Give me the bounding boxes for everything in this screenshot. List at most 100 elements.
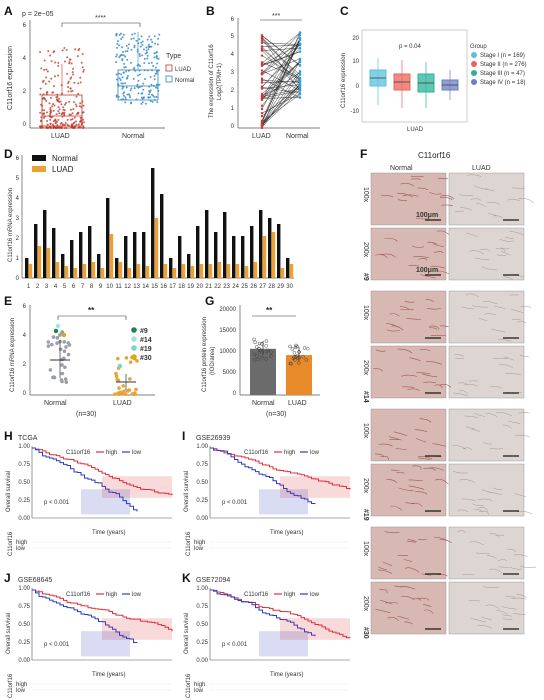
panel-d-xtick: 17: [169, 284, 176, 290]
panel-k: K GSE72094 0.00 0.25 0.50 0.75 1.00 Overall sur…: [182, 571, 351, 698]
panel-a-point-luad: [46, 70, 49, 73]
panel-b-point-luad: [260, 49, 264, 52]
panel-e-sig: **: [88, 306, 95, 315]
panel-g-point: [254, 345, 259, 349]
panel-f-tissue-texture: [496, 610, 508, 615]
panel-e-point-normal: [46, 340, 51, 344]
panel-f-tissue-texture: [502, 614, 513, 617]
panel-a-point-normal: [147, 45, 150, 48]
panel-a-point-luad: [69, 87, 72, 90]
panel-f-tissue-texture: [507, 199, 520, 201]
panel-a-point-normal: [138, 38, 141, 41]
panel-a-point-normal: [137, 86, 140, 89]
panel-d-xtick: 11: [115, 284, 122, 290]
panel-f-tissue-texture: [459, 390, 468, 395]
km-ytick: 0.25: [18, 498, 30, 504]
panel-f-tissue-texture: [473, 185, 488, 190]
panel-f-tissue-texture: [467, 174, 482, 177]
km-legend-high: high: [106, 592, 117, 598]
panel-d-bar-normal: [223, 212, 227, 278]
panel-b-point-luad: [260, 36, 264, 39]
panel-a-point-luad: [78, 47, 81, 50]
panel-b-point-luad: [260, 81, 264, 84]
panel-a-point-normal: [116, 42, 119, 45]
panel-a-point-normal: [140, 41, 143, 44]
panel-a-point-normal: [132, 77, 135, 80]
panel-b-point-normal: [298, 50, 302, 53]
panel-e-point-normal: [51, 335, 56, 339]
panel-a-point-normal: [142, 88, 145, 91]
panel-d-xtick: 9: [99, 284, 103, 290]
panel-e-point-luad: [114, 374, 119, 379]
panel-f-image-normal: [370, 581, 447, 635]
panel-f-tissue-texture: [375, 349, 386, 352]
panel-d-xtick: 20: [196, 284, 203, 290]
panel-d-xtick: 13: [133, 284, 140, 290]
km-pvalue: p < 0.001: [44, 500, 70, 506]
km-ytick: 0.75: [18, 462, 30, 468]
panel-a-ylabel: C11orf16 expression: [7, 46, 14, 110]
panel-d-bar-luad: [253, 262, 258, 278]
panel-e-point-normal: [60, 330, 65, 334]
panel-e-point-normal: [58, 333, 62, 337]
panel-d-bar-normal: [259, 210, 263, 278]
panel-a-point-normal: [120, 38, 123, 41]
panel-f-image-luad: [448, 290, 525, 344]
panel-d-bar-normal: [52, 228, 56, 278]
panel-b-point-luad: [260, 79, 264, 82]
panel-a-point-luad: [74, 120, 77, 123]
panel-e-point-normal: [55, 336, 60, 340]
panel-b-point-luad: [260, 71, 264, 75]
panel-f-tissue-texture: [405, 502, 415, 505]
panel-b-pair-line: [261, 44, 301, 75]
panel-b-point-luad: [260, 87, 264, 90]
panel-f-tissue-texture: [469, 541, 484, 546]
panel-d-bar-luad: [154, 218, 159, 278]
panel-a-point-luad: [54, 121, 57, 124]
panel-f-tissue-texture: [513, 554, 528, 558]
panel-e-legend-item: #30: [140, 355, 152, 362]
panel-a-point-normal: [154, 86, 157, 89]
panel-a-point-normal: [138, 86, 141, 89]
panel-f-tissue-texture: [394, 585, 409, 588]
panel-f-image-normal: [370, 172, 447, 226]
panel-a-point-normal: [133, 44, 136, 47]
panel-d-bar-luad: [127, 268, 132, 278]
panel-a-point-luad: [44, 82, 47, 85]
panel-a-point-normal: [136, 83, 139, 86]
panel-d-xtick: 30: [286, 284, 293, 290]
panel-a-point-luad: [45, 111, 48, 114]
panel-f-tissue-texture: [492, 487, 503, 491]
panel-b-pair-line: [261, 47, 301, 51]
km-pvalue: p < 0.001: [44, 642, 70, 648]
panel-f-tissue-texture: [407, 540, 416, 543]
panel-a-point-normal: [142, 48, 145, 51]
panel-a-point-normal: [126, 76, 129, 79]
panel-b-ytick: 3: [231, 70, 235, 76]
panel-d-bar-normal: [160, 194, 164, 278]
panel-d-xtick: 12: [124, 284, 131, 290]
km-pvalue: p < 0.001: [222, 500, 248, 506]
panel-b-ytick: 2: [231, 88, 235, 94]
panel-d-bar-normal: [205, 210, 209, 278]
panel-f-tissue-texture: [396, 471, 405, 474]
panel-a-point-luad: [46, 90, 49, 93]
panel-d-bar-luad: [226, 264, 231, 278]
panel-a-point-luad: [49, 118, 52, 121]
panel-d-bar-normal: [178, 236, 182, 278]
panel-f-tissue-texture: [432, 443, 446, 447]
panel-f-tissue-texture: [430, 265, 445, 269]
panel-f-row-label: 100x: [362, 423, 369, 439]
panel-f-tissue-texture: [514, 493, 526, 498]
panel-b-point-luad: [260, 104, 264, 107]
panel-f-tissue-texture: [489, 533, 500, 538]
panel-a-point-luad: [42, 79, 45, 82]
panel-a-point-normal: [143, 57, 146, 60]
panel-a-legend-normal: Normal: [175, 78, 194, 84]
panel-b-point-luad: [260, 61, 264, 65]
km-risk-high: high: [16, 682, 27, 688]
panel-f-tissue-texture: [434, 251, 444, 254]
panel-a-point-luad: [45, 93, 48, 96]
panel-f-tissue-texture: [481, 266, 497, 271]
panel-f-tissue-texture: [516, 594, 527, 599]
